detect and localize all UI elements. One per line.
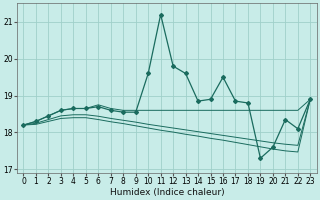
X-axis label: Humidex (Indice chaleur): Humidex (Indice chaleur) (109, 188, 224, 197)
